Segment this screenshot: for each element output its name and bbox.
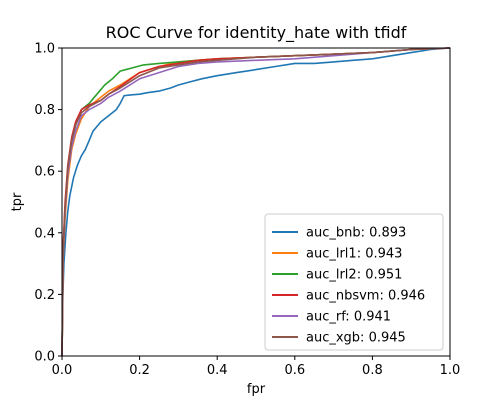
x-axis: 0.0 0.2 0.4 0.6 0.8 1.0	[52, 356, 461, 378]
x-tick-label: 1.0	[440, 363, 461, 378]
legend-label-4: auc_rf: 0.941	[306, 310, 391, 325]
x-tick-label: 0.0	[52, 363, 73, 378]
series-line-0	[61, 47, 451, 357]
x-axis-label: fpr	[247, 382, 266, 397]
x-tick-label: 0.6	[284, 363, 305, 378]
y-tick-label: 0.6	[34, 165, 55, 180]
series-line-5	[61, 47, 451, 357]
y-tick-label: 0.2	[34, 288, 55, 303]
legend-label-1: auc_lrl1: 0.943	[306, 247, 402, 262]
plot-frame	[61, 47, 451, 357]
legend-label-0: auc_bnb: 0.893	[306, 226, 406, 241]
legend-label-2: auc_lrl2: 0.951	[306, 268, 402, 283]
y-axis: 0.0 0.2 0.4 0.6 0.8 1.0	[34, 42, 62, 365]
x-tick-label: 0.4	[207, 363, 228, 378]
y-tick-label: 0.8	[34, 103, 55, 118]
y-tick-label: 0.4	[34, 226, 55, 241]
x-tick-label: 0.2	[129, 363, 150, 378]
chart-title: ROC Curve for identity_hate with tfidf	[106, 23, 407, 43]
legend: auc_bnb: 0.893 auc_lrl1: 0.943 auc_lrl2: 0…	[264, 213, 444, 351]
y-tick-label: 0.0	[34, 350, 55, 365]
y-axis-label: tpr	[10, 192, 25, 211]
legend-label-3: auc_nbsvm: 0.946	[306, 289, 425, 304]
series-line-4	[61, 47, 451, 357]
y-tick-label: 1.0	[34, 42, 55, 57]
legend-label-5: auc_xgb: 0.945	[306, 331, 406, 346]
x-tick-label: 0.8	[362, 363, 383, 378]
legend-box	[264, 213, 444, 351]
